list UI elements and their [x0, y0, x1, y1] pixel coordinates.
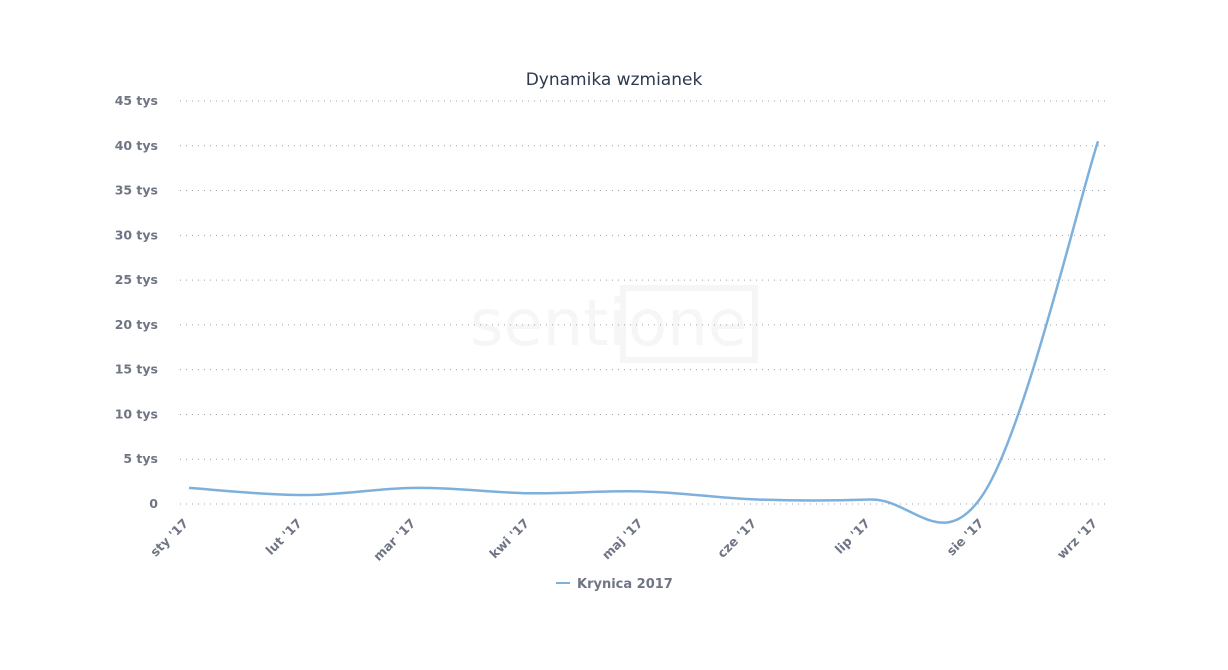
x-tick-label: cze '17 — [714, 516, 759, 561]
legend-label: Krynica 2017 — [577, 577, 673, 592]
x-tick-label: lut '17 — [263, 516, 305, 558]
y-tick-label: 20 tys — [115, 317, 158, 332]
x-tick-label: mar '17 — [370, 516, 418, 564]
chart-title: Dynamika wzmianek — [526, 70, 703, 90]
y-tick-label: 25 tys — [115, 272, 158, 287]
y-tick-label: 40 tys — [115, 138, 158, 153]
y-tick-label: 10 tys — [115, 406, 158, 421]
y-tick-label: 5 tys — [123, 451, 158, 466]
y-tick-label: 30 tys — [115, 227, 158, 242]
y-tick-label: 35 tys — [115, 183, 158, 198]
x-tick-label: lip '17 — [832, 516, 873, 557]
x-tick-label: kwi '17 — [486, 516, 532, 562]
y-tick-label: 45 tys — [115, 93, 158, 108]
legend-item[interactable]: Krynica 2017 — [556, 577, 673, 592]
watermark-logo: senti one — [470, 285, 758, 363]
y-tick-label: 15 tys — [115, 362, 158, 377]
x-tick-label: maj '17 — [599, 516, 646, 563]
x-tick-label: wrz '17 — [1054, 516, 1100, 562]
series-line — [188, 140, 1100, 524]
y-tick-label: 0 — [149, 496, 158, 511]
svg-text:senti: senti — [470, 287, 626, 361]
x-tick-label: sty '17 — [147, 516, 191, 560]
svg-text:one: one — [628, 287, 747, 361]
